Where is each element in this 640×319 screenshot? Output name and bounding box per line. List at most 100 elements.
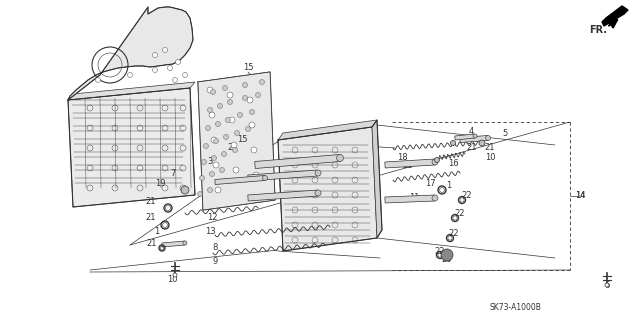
Circle shape xyxy=(255,93,260,98)
Circle shape xyxy=(237,113,243,117)
Circle shape xyxy=(215,187,221,193)
Circle shape xyxy=(227,92,233,98)
Circle shape xyxy=(152,68,157,72)
Polygon shape xyxy=(385,195,435,203)
Circle shape xyxy=(220,167,225,173)
Circle shape xyxy=(227,100,232,105)
Text: 15: 15 xyxy=(243,63,253,72)
Circle shape xyxy=(246,127,250,131)
Polygon shape xyxy=(385,159,435,168)
Circle shape xyxy=(207,87,213,93)
Text: 9: 9 xyxy=(212,257,218,266)
Circle shape xyxy=(182,72,188,78)
Polygon shape xyxy=(372,120,382,238)
Text: 17: 17 xyxy=(425,179,435,188)
Text: 10: 10 xyxy=(167,276,177,285)
Polygon shape xyxy=(68,82,195,100)
Text: 1: 1 xyxy=(154,227,159,236)
Circle shape xyxy=(221,152,227,157)
Text: SK73-A1000B: SK73-A1000B xyxy=(490,302,542,311)
Text: 22: 22 xyxy=(449,228,460,238)
Circle shape xyxy=(204,144,209,149)
Polygon shape xyxy=(68,7,193,100)
Polygon shape xyxy=(455,134,475,140)
Text: 4: 4 xyxy=(468,127,474,136)
Text: 5: 5 xyxy=(502,130,508,138)
Circle shape xyxy=(200,175,205,181)
Circle shape xyxy=(473,134,477,138)
Circle shape xyxy=(231,142,237,148)
Polygon shape xyxy=(602,6,628,26)
Text: 1: 1 xyxy=(446,181,452,189)
Text: 14: 14 xyxy=(575,191,585,201)
Polygon shape xyxy=(278,127,377,251)
Circle shape xyxy=(432,195,438,201)
Text: 6: 6 xyxy=(604,281,610,291)
Text: 19: 19 xyxy=(155,180,165,189)
Circle shape xyxy=(315,170,321,176)
Circle shape xyxy=(262,175,268,181)
Text: 13: 13 xyxy=(205,227,215,236)
Circle shape xyxy=(211,137,217,143)
Polygon shape xyxy=(248,170,318,181)
Text: 18: 18 xyxy=(397,152,407,161)
Text: 21: 21 xyxy=(403,161,413,170)
Circle shape xyxy=(605,283,609,287)
Circle shape xyxy=(218,103,223,108)
Circle shape xyxy=(211,155,216,160)
Text: 2: 2 xyxy=(227,143,232,152)
Text: 20: 20 xyxy=(442,256,452,264)
Text: 22: 22 xyxy=(461,191,472,201)
Text: 3: 3 xyxy=(207,158,212,167)
Circle shape xyxy=(232,147,237,152)
Circle shape xyxy=(253,172,259,178)
Circle shape xyxy=(202,160,207,165)
Circle shape xyxy=(211,90,216,94)
Text: 21: 21 xyxy=(467,144,477,152)
Circle shape xyxy=(486,136,490,140)
Circle shape xyxy=(173,273,177,277)
Text: 10: 10 xyxy=(484,152,495,161)
Text: 21: 21 xyxy=(484,144,495,152)
Circle shape xyxy=(214,138,218,144)
Circle shape xyxy=(168,65,173,70)
Circle shape xyxy=(209,112,215,118)
Circle shape xyxy=(243,83,248,87)
Circle shape xyxy=(234,130,239,136)
Circle shape xyxy=(441,249,453,261)
Polygon shape xyxy=(248,190,318,201)
Circle shape xyxy=(173,78,177,83)
Polygon shape xyxy=(460,136,488,143)
Circle shape xyxy=(152,53,157,57)
Polygon shape xyxy=(68,88,195,207)
Circle shape xyxy=(223,85,227,91)
Circle shape xyxy=(181,186,189,194)
Text: 8: 8 xyxy=(212,243,218,253)
Circle shape xyxy=(251,147,257,153)
Polygon shape xyxy=(215,175,265,184)
Circle shape xyxy=(337,154,344,161)
Circle shape xyxy=(223,135,228,139)
Circle shape xyxy=(247,97,253,103)
Circle shape xyxy=(249,122,255,128)
Circle shape xyxy=(259,79,264,85)
Circle shape xyxy=(183,241,187,245)
Circle shape xyxy=(175,60,180,64)
Circle shape xyxy=(225,117,230,122)
Text: 22: 22 xyxy=(455,210,465,219)
Text: 7: 7 xyxy=(170,168,176,177)
Circle shape xyxy=(205,125,211,130)
Text: 15: 15 xyxy=(237,136,247,145)
Circle shape xyxy=(198,191,202,197)
Circle shape xyxy=(209,172,214,176)
Circle shape xyxy=(163,48,168,53)
Text: 21: 21 xyxy=(147,240,157,249)
Polygon shape xyxy=(198,72,275,210)
Circle shape xyxy=(207,108,212,113)
Polygon shape xyxy=(255,154,340,168)
Circle shape xyxy=(216,122,221,127)
Circle shape xyxy=(207,188,212,192)
Circle shape xyxy=(243,95,248,100)
Polygon shape xyxy=(162,241,185,247)
Text: 11: 11 xyxy=(409,194,419,203)
